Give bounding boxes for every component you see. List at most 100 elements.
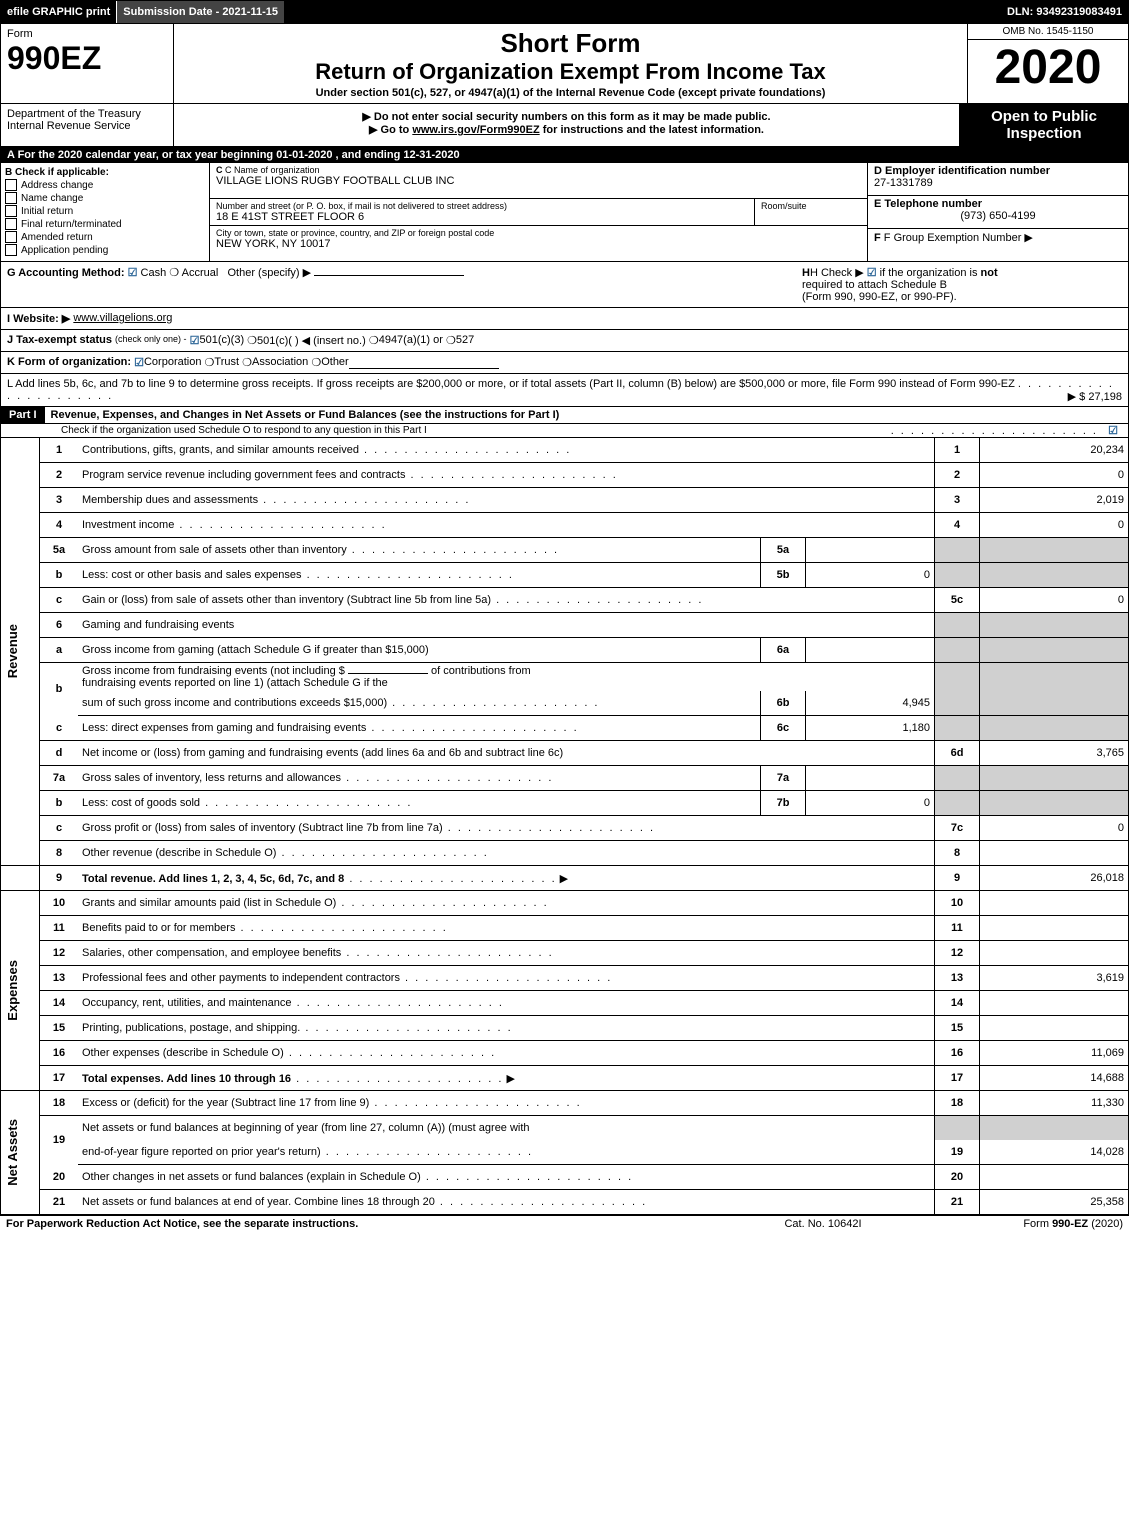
footer-left: For Paperwork Reduction Act Notice, see … [6, 1218, 723, 1230]
l12-amount [980, 941, 1129, 966]
l11-desc-text: Benefits paid to or for members [82, 922, 235, 934]
check-amended-return[interactable]: Amended return [5, 231, 205, 243]
l14-desc-text: Occupancy, rent, utilities, and maintena… [82, 997, 292, 1009]
k-other-line[interactable] [349, 356, 499, 369]
check-application-pending[interactable]: Application pending [5, 244, 205, 256]
j-4947-check[interactable]: ❍ [369, 334, 379, 347]
revenue-sidelabel: Revenue [1, 438, 40, 866]
l13-num: 13 [40, 966, 79, 991]
line-11: 11 Benefits paid to or for members 11 [1, 916, 1129, 941]
row-k: K Form of organization: ☑ Corporation ❍ … [0, 352, 1129, 374]
l3-linenum: 3 [935, 488, 980, 513]
part1-table: Revenue 1 Contributions, gifts, grants, … [0, 438, 1129, 1215]
form-header: Form 990EZ Short Form Return of Organiza… [0, 24, 1129, 104]
l12-desc-text: Salaries, other compensation, and employ… [82, 947, 341, 959]
check-name-change-label: Name change [21, 193, 83, 204]
l11-linenum: 11 [935, 916, 980, 941]
line-13: 13 Professional fees and other payments … [1, 966, 1129, 991]
l20-desc: Other changes in net assets or fund bala… [78, 1165, 935, 1190]
l5a-desc: Gross amount from sale of assets other t… [78, 538, 761, 563]
l16-desc-text: Other expenses (describe in Schedule O) [82, 1047, 284, 1059]
l6-desc: Gaming and fundraising events [78, 613, 935, 638]
l7b-shaded1 [935, 791, 980, 816]
check-initial-return[interactable]: Initial return [5, 205, 205, 217]
check-address-change[interactable]: Address change [5, 179, 205, 191]
l7c-desc-text: Gross profit or (loss) from sales of inv… [82, 822, 443, 834]
l6b-d4: sum of such gross income and contributio… [82, 697, 387, 709]
l6a-desc: Gross income from gaming (attach Schedul… [78, 638, 761, 663]
k-corp-check[interactable]: ☑ [134, 356, 144, 369]
l7b-shaded2 [980, 791, 1129, 816]
l7a-shaded1 [935, 766, 980, 791]
l12-num: 12 [40, 941, 79, 966]
city-cell: City or town, state or province, country… [210, 226, 867, 261]
footer: For Paperwork Reduction Act Notice, see … [0, 1215, 1129, 1232]
l6a-subval [806, 638, 935, 663]
l6b-subnum: 6b [761, 691, 806, 716]
other-specify-line[interactable] [314, 275, 464, 276]
website[interactable]: www.villagelions.org [73, 312, 172, 325]
l5b-desc-text: Less: cost or other basis and sales expe… [82, 569, 302, 581]
l19-shaded2 [980, 1116, 1129, 1141]
j-501c3-check[interactable]: ☑ [190, 334, 200, 347]
org-name: VILLAGE LIONS RUGBY FOOTBALL CLUB INC [216, 175, 861, 187]
l10-desc-text: Grants and similar amounts paid (list in… [82, 897, 336, 909]
check-final-return[interactable]: Final return/terminated [5, 218, 205, 230]
check-name-change[interactable]: Name change [5, 192, 205, 204]
l5c-linenum: 5c [935, 588, 980, 613]
irs-link[interactable]: www.irs.gov/Form990EZ [412, 124, 539, 136]
row-h: HH Check ▶ ☑ if the organization is not … [792, 266, 1122, 303]
l10-amount [980, 891, 1129, 916]
l16-linenum: 16 [935, 1041, 980, 1066]
l18-desc-text: Excess or (deficit) for the year (Subtra… [82, 1097, 369, 1109]
l6b-d2: of contributions from [431, 665, 531, 677]
j-501c: 501(c)( ) ◀ (insert no.) [257, 334, 366, 347]
addr-label: Number and street (or P. O. box, if mail… [216, 201, 748, 211]
h-not: not [981, 267, 998, 279]
j-501c-check[interactable]: ❍ [247, 334, 257, 347]
l8-desc-text: Other revenue (describe in Schedule O) [82, 847, 276, 859]
part1-check-o-box[interactable]: ☑ [1098, 424, 1128, 437]
accrual-check[interactable]: ❍ [169, 267, 179, 279]
l6a-shaded1 [935, 638, 980, 663]
l7c-num: c [40, 816, 79, 841]
l4-desc-text: Investment income [82, 519, 174, 531]
footer-right-pre: Form [1023, 1218, 1052, 1230]
l1-desc: Contributions, gifts, grants, and simila… [78, 438, 935, 463]
h-text2: if the organization is [877, 267, 981, 279]
l19-d2-text: end-of-year figure reported on prior yea… [82, 1146, 321, 1158]
l3-num: 3 [40, 488, 79, 513]
k-assoc-check[interactable]: ❍ [242, 356, 252, 369]
l8-desc: Other revenue (describe in Schedule O) [78, 841, 935, 866]
l7a-subval [806, 766, 935, 791]
efile-print[interactable]: efile GRAPHIC print [1, 1, 117, 23]
line-6d: d Net income or (loss) from gaming and f… [1, 741, 1129, 766]
line-10: Expenses 10 Grants and similar amounts p… [1, 891, 1129, 916]
k-trust-check[interactable]: ❍ [205, 356, 215, 369]
part1-check-o-dots [891, 425, 1098, 437]
l5b-shaded1 [935, 563, 980, 588]
l3-desc: Membership dues and assessments [78, 488, 935, 513]
l5a-subval [806, 538, 935, 563]
omb-number: OMB No. 1545-1150 [968, 24, 1128, 40]
j-527-check[interactable]: ❍ [446, 334, 456, 347]
l6b-blank[interactable] [348, 673, 428, 674]
l8-linenum: 8 [935, 841, 980, 866]
netassets-sidelabel: Net Assets [1, 1091, 40, 1215]
l6b-d1: Gross income from fundraising events (no… [82, 665, 345, 677]
l20-amount [980, 1165, 1129, 1190]
h-check[interactable]: ☑ [867, 267, 877, 279]
under-section: Under section 501(c), 527, or 4947(a)(1)… [178, 87, 963, 99]
l9-linenum: 9 [935, 866, 980, 891]
tax-year: 2020 [968, 40, 1128, 96]
section-d: D Employer identification number 27-1331… [868, 163, 1128, 196]
l4-desc: Investment income [78, 513, 935, 538]
l6c-desc: Less: direct expenses from gaming and fu… [78, 716, 761, 741]
k-other-check[interactable]: ❍ [311, 356, 321, 369]
l14-num: 14 [40, 991, 79, 1016]
l12-desc: Salaries, other compensation, and employ… [78, 941, 935, 966]
cash-check[interactable]: ☑ [128, 267, 138, 279]
l4-num: 4 [40, 513, 79, 538]
l19-num: 19 [40, 1116, 79, 1165]
l6c-shaded2 [980, 716, 1129, 741]
